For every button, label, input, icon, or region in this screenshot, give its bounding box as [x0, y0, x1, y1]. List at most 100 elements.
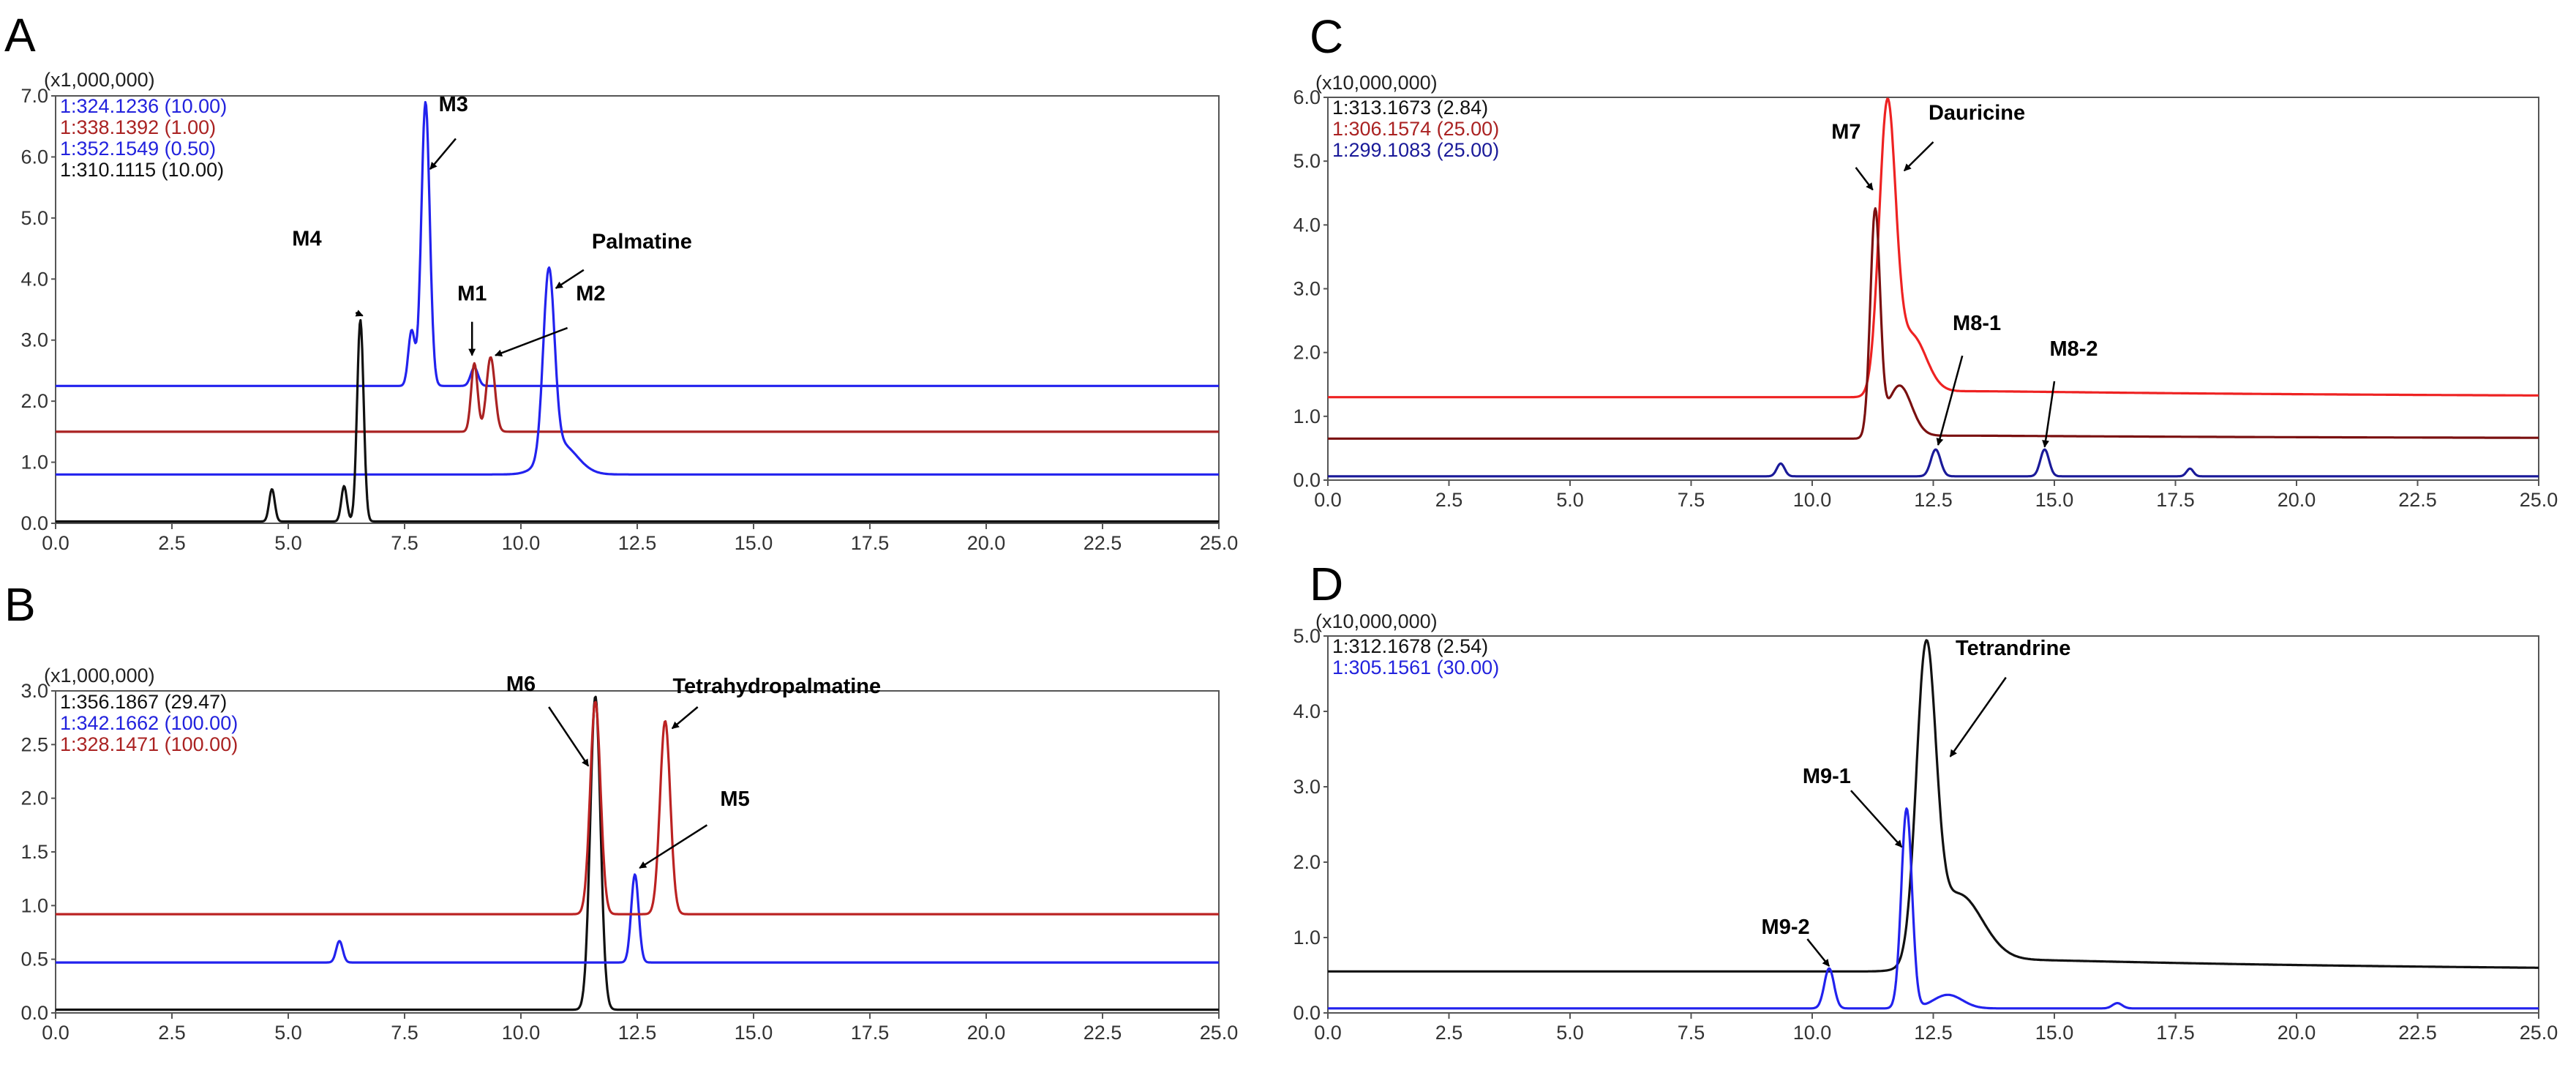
y-tick-label: 2.0	[1293, 851, 1321, 873]
peak-annotation-label: M4	[292, 227, 321, 250]
panel-a: A (x1,000,000) 0.0 2.5 5.0 7.5 10.0 12.5 15.0 1…	[4, 9, 1238, 554]
x-tick-label: 10.0	[1793, 489, 1832, 511]
x-tick-label: 12.5	[618, 532, 657, 554]
x-tick-label: 17.5	[851, 532, 890, 554]
traces-d	[1327, 639, 2539, 1010]
traces-a	[55, 101, 1220, 523]
x-tick-label: 17.5	[851, 1022, 890, 1044]
panel-label-d: D	[1310, 558, 1343, 610]
y-tick-label: 2.5	[20, 733, 48, 755]
x-tick-label: 15.0	[735, 1022, 773, 1044]
x-tick-label: 2.5	[158, 532, 186, 554]
peak-annotation-label: M6	[506, 673, 536, 696]
y-tick-label: 6.0	[20, 146, 48, 168]
trace-line-3	[55, 700, 1220, 916]
x-tick-label: 5.0	[1556, 489, 1584, 511]
annotation-arrow	[1903, 141, 1934, 172]
peak-annotation-label: M8-2	[2049, 337, 2098, 361]
legend-entry: 1:310.1115 (10.00)	[60, 159, 224, 181]
trace-line-1	[1327, 639, 2539, 973]
y-scale-label-c: (x10,000,000)	[1315, 72, 1438, 94]
y-tick-label: 3.0	[1293, 278, 1321, 300]
x-tick-label: 5.0	[274, 532, 302, 554]
y-tick-label: 6.0	[1293, 86, 1321, 108]
y-scale-label-a: (x1,000,000)	[44, 69, 155, 91]
x-tick-label: 5.0	[1556, 1022, 1584, 1044]
peak-annotation-label: Tetrandrine	[1956, 637, 2070, 660]
x-tick-label: 15.0	[2035, 1022, 2074, 1044]
trace-line-1	[55, 101, 1220, 387]
legend-entry: 1:324.1236 (10.00)	[60, 95, 227, 117]
legend-entry: 1:305.1561 (30.00)	[1332, 656, 1499, 678]
x-tick-label: 25.0	[2520, 489, 2558, 511]
x-tick-label: 12.5	[1914, 489, 1953, 511]
peak-annotation-label: Tetrahydropalmatine	[672, 675, 881, 698]
y-tick-label: 1.0	[20, 452, 48, 474]
axis-ticks-a: 0.0 2.5 5.0 7.5 10.0 12.5 15.0 17.5 20.0 22.5 25.0…	[20, 85, 1238, 554]
x-tick-label: 22.5	[2398, 1022, 2437, 1044]
peak-annotation-label: M9-1	[1803, 765, 1851, 788]
x-tick-label: 10.0	[502, 1022, 541, 1044]
x-tick-label: 7.5	[391, 532, 418, 554]
plot-frame-a	[55, 95, 1220, 524]
annotation-arrow	[548, 706, 590, 767]
peak-annotation-label: M7	[1831, 121, 1860, 144]
annotation-arrow	[1949, 676, 2007, 757]
x-tick-label: 22.5	[1084, 1022, 1122, 1044]
legend-entry: 1:352.1549 (0.50)	[60, 138, 216, 160]
x-tick-label: 0.0	[42, 1022, 70, 1044]
peak-annotation-label: M2	[576, 282, 605, 305]
x-tick-label: 0.0	[1314, 489, 1342, 511]
annotations-b: M6 Tetrahydropalmatine M5	[506, 673, 881, 869]
trace-line-1	[1327, 97, 2539, 399]
panel-d: D (x10,000,000) 0.0 2.5 5.0 7.5 10.0 12.5 15.0…	[1293, 558, 2558, 1044]
legend-entry: 1:312.1678 (2.54)	[1332, 635, 1488, 657]
y-tick-label: 0.0	[1293, 469, 1321, 491]
y-tick-label: 3.0	[20, 680, 48, 702]
legend-entry: 1:356.1867 (29.47)	[60, 691, 227, 713]
annotation-arrow	[1855, 167, 1874, 191]
peak-annotation-label: M3	[439, 93, 468, 116]
legend-c: 1:313.1673 (2.84)1:306.1574 (25.00)1:299…	[1332, 97, 1499, 161]
y-tick-label: 1.0	[1293, 405, 1321, 427]
legend-b: 1:356.1867 (29.47)1:342.1662 (100.00)1:3…	[60, 691, 238, 755]
traces-c	[1327, 97, 2539, 478]
trace-line-2	[55, 356, 1220, 433]
legend-a: 1:324.1236 (10.00)1:338.1392 (1.00)1:352…	[60, 95, 227, 181]
axis-ticks-d: 0.0 2.5 5.0 7.5 10.0 12.5 15.0 17.5 20.0 22.5 25.0…	[1293, 625, 2558, 1044]
legend-entry: 1:338.1392 (1.00)	[60, 116, 216, 138]
x-tick-label: 20.0	[2278, 1022, 2316, 1044]
x-tick-label: 15.0	[735, 532, 773, 554]
y-tick-label: 3.0	[20, 329, 48, 351]
trace-line-2	[55, 873, 1220, 964]
y-tick-label: 7.0	[20, 85, 48, 107]
panel-label-c: C	[1310, 10, 1343, 63]
trace-line-1	[55, 695, 1220, 1011]
annotations-a: M4 M3 M1 M2 Palmatine	[292, 93, 692, 357]
x-tick-label: 10.0	[1793, 1022, 1832, 1044]
y-tick-label: 0.0	[20, 1002, 48, 1024]
legend-entry: 1:299.1083 (25.00)	[1332, 139, 1499, 161]
y-tick-label: 4.0	[20, 268, 48, 290]
x-tick-label: 0.0	[1314, 1022, 1342, 1044]
x-tick-label: 2.5	[1435, 1022, 1463, 1044]
peak-annotation-label: M1	[457, 282, 487, 305]
x-tick-label: 12.5	[618, 1022, 657, 1044]
y-tick-label: 0.0	[20, 512, 48, 534]
y-tick-label: 2.0	[1293, 342, 1321, 364]
y-tick-label: 4.0	[1293, 214, 1321, 236]
panel-c: C (x10,000,000) 0.0 2.5 5.0 7.5 10.0 12.5 15.0…	[1293, 10, 2558, 511]
x-tick-label: 25.0	[2520, 1022, 2558, 1044]
annotation-arrow	[1806, 938, 1830, 967]
y-tick-label: 5.0	[20, 207, 48, 229]
panel-label-b: B	[4, 578, 36, 631]
legend-d: 1:312.1678 (2.54)1:305.1561 (30.00)	[1332, 635, 1499, 678]
y-tick-label: 5.0	[1293, 150, 1321, 172]
x-tick-label: 20.0	[2278, 489, 2316, 511]
legend-entry: 1:306.1574 (25.00)	[1332, 118, 1499, 140]
annotation-arrow	[639, 824, 708, 869]
legend-entry: 1:313.1673 (2.84)	[1332, 97, 1488, 119]
peak-annotation-label: M8-1	[1953, 312, 2001, 335]
x-tick-label: 7.5	[391, 1022, 418, 1044]
x-tick-label: 10.0	[502, 532, 541, 554]
